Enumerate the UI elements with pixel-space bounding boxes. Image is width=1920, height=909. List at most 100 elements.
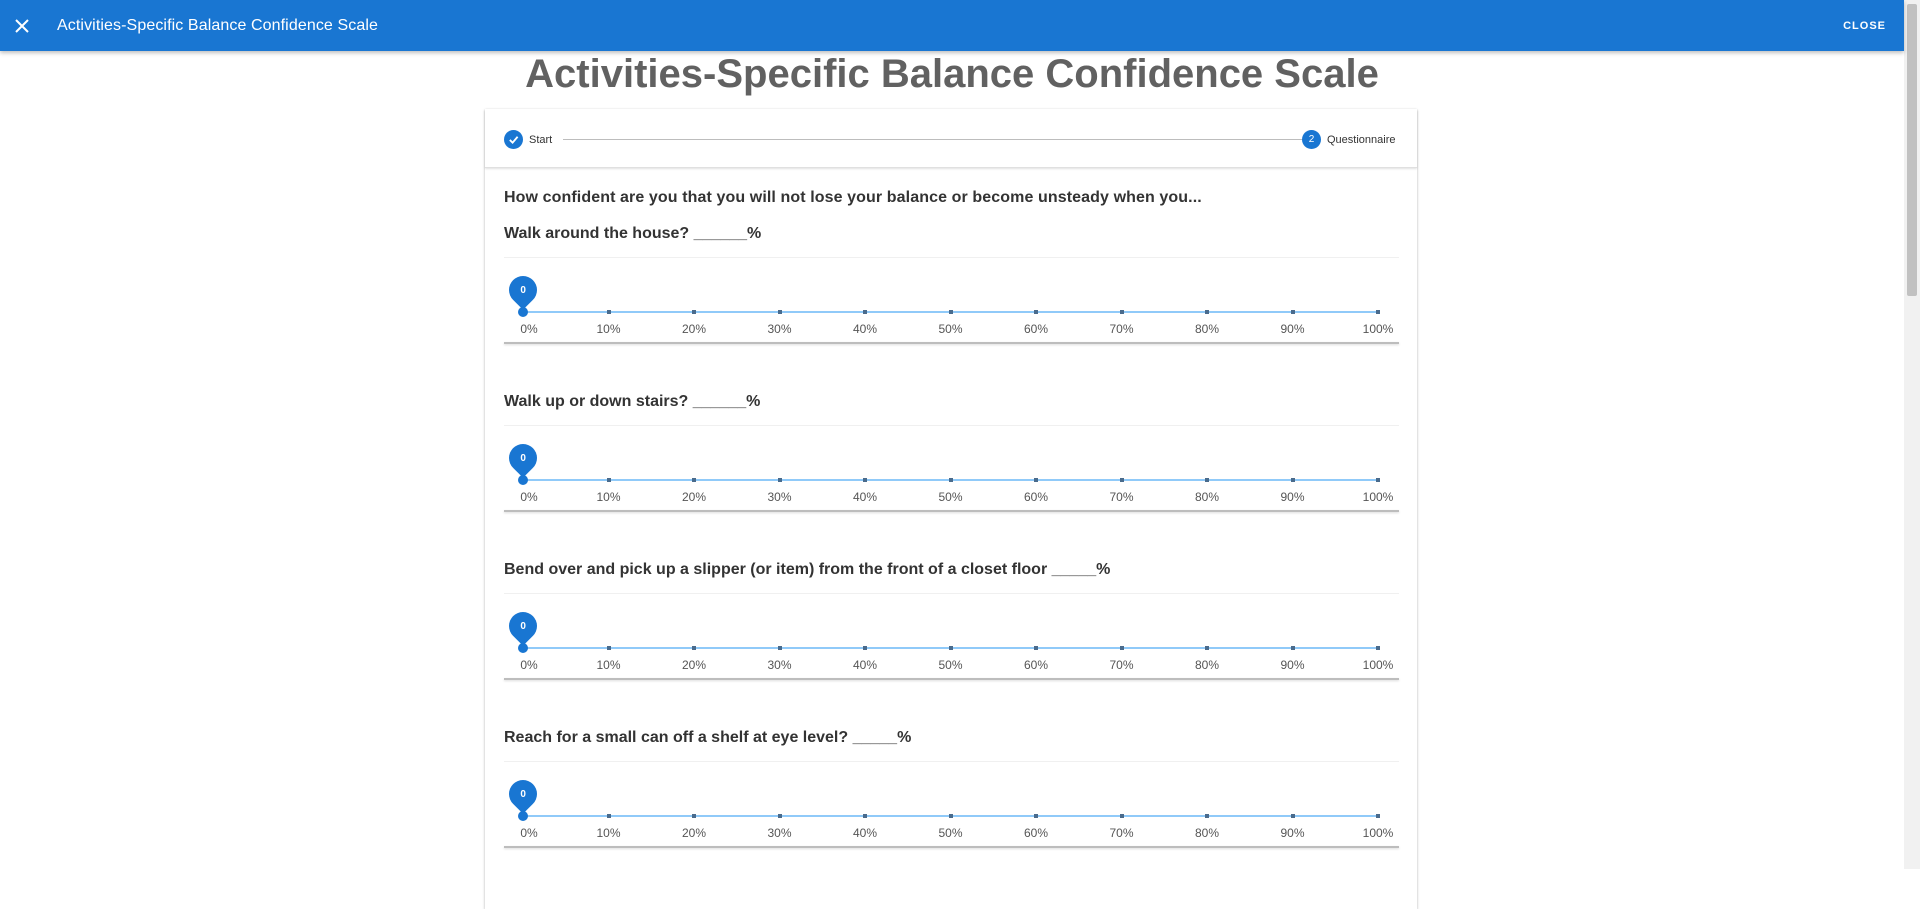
slider-mark <box>1290 646 1295 650</box>
slider-mark <box>948 310 953 314</box>
question-block: Walk around the house? ______% 0 0% 10% 20… <box>503 225 1399 375</box>
check-icon <box>504 130 523 149</box>
slider-thumb[interactable] <box>518 811 528 821</box>
slider-tick-label: 100% <box>1362 826 1394 840</box>
slider-tick-label: 10% <box>596 322 621 336</box>
question-label: Walk around the house? ______% <box>504 225 762 242</box>
slider-mark <box>1290 814 1295 818</box>
slider-mark <box>863 646 867 650</box>
slider-tick-label: 30% <box>767 826 792 840</box>
step-start-label: Start <box>529 133 553 146</box>
slider-mark <box>692 814 696 818</box>
slider-mark <box>1119 814 1124 818</box>
slider-mark <box>1376 646 1380 650</box>
question-label: Walk up or down stairs? ______% <box>504 393 761 410</box>
slider-mark <box>1376 310 1380 314</box>
slider-mark <box>1205 814 1209 818</box>
slider-tick-label: 50% <box>938 826 963 840</box>
confidence-slider[interactable]: 0 0% 10% 20% 30% 40% 50% 60% 70% 80% 90% 100% <box>503 270 1393 336</box>
slider-mark <box>863 478 867 482</box>
app-bar-title: Activities-Specific Balance Confidence S… <box>57 16 379 34</box>
slider-mark <box>1119 310 1124 314</box>
slider-tick-label: 80% <box>1194 658 1220 672</box>
step-connector <box>563 139 1303 140</box>
slider-mark <box>948 646 953 650</box>
slider-mark <box>692 646 696 650</box>
slider-mark <box>948 478 953 482</box>
slider-mark <box>606 646 611 650</box>
slider-mark <box>1205 478 1209 482</box>
slider-tick-label: 0% <box>520 658 538 672</box>
slider-thumb[interactable] <box>518 307 528 317</box>
slider-tick-label: 40% <box>852 322 878 336</box>
slider-tick-label: 90% <box>1280 826 1305 840</box>
slider-tick-label: 40% <box>852 490 878 504</box>
slider-mark <box>1205 646 1209 650</box>
slider-mark <box>606 310 611 314</box>
divider <box>504 425 1399 426</box>
slider-mark <box>692 478 696 482</box>
slider-mark <box>1034 814 1038 818</box>
slider-mark <box>1119 646 1124 650</box>
question-underline <box>504 342 1399 344</box>
close-button[interactable]: CLOSE <box>1843 19 1886 32</box>
question-label: Reach for a small can off a shelf at eye… <box>504 729 912 746</box>
slider-value-bubble: 0 <box>503 606 543 646</box>
divider <box>504 593 1399 594</box>
question-block: Reach for a small can off a shelf at eye… <box>503 729 1399 879</box>
stepper: Start 2 Questionnaire <box>485 109 1417 168</box>
slider-tick-label: 0% <box>520 490 538 504</box>
slider-value: 0 <box>520 284 526 296</box>
slider-mark <box>606 478 611 482</box>
slider-mark <box>1034 478 1038 482</box>
slider-thumb[interactable] <box>518 643 528 653</box>
slider-tick-label: 100% <box>1362 322 1394 336</box>
slider-value-bubble: 0 <box>503 774 543 814</box>
slider-mark <box>1034 646 1038 650</box>
slider-tick-label: 50% <box>938 322 963 336</box>
slider-tick-label: 20% <box>681 826 707 840</box>
step-questionnaire-label: Questionnaire <box>1327 133 1396 146</box>
slider-mark <box>948 814 953 818</box>
confidence-slider[interactable]: 0 0% 10% 20% 30% 40% 50% 60% 70% 80% 90% 100% <box>503 606 1393 672</box>
slider-tick-label: 30% <box>767 490 792 504</box>
slider-tick-label: 70% <box>1109 490 1134 504</box>
slider-tick-label: 80% <box>1194 826 1220 840</box>
slider-tick-label: 80% <box>1194 322 1220 336</box>
slider-tick-label: 30% <box>767 658 792 672</box>
questionnaire-card: Start 2 Questionnaire How confident are … <box>485 109 1417 909</box>
question-underline <box>504 510 1399 512</box>
slider-tick-label: 30% <box>767 322 792 336</box>
scrollbar[interactable] <box>1904 0 1920 869</box>
slider-tick-label: 20% <box>681 490 707 504</box>
slider-tick-label: 40% <box>852 658 878 672</box>
slider-tick-label: 60% <box>1023 322 1049 336</box>
scrollbar-thumb[interactable] <box>1907 4 1917 296</box>
slider-tick-label: 90% <box>1280 658 1305 672</box>
slider-mark <box>777 646 782 650</box>
divider <box>504 761 1399 762</box>
slider-value: 0 <box>520 620 526 632</box>
slider-mark <box>777 310 782 314</box>
slider-tick-label: 100% <box>1362 658 1394 672</box>
question-block: Walk up or down stairs? ______% 0 0% 10% 2… <box>503 393 1399 543</box>
slider-mark <box>1376 478 1380 482</box>
question-underline <box>504 846 1399 848</box>
question-underline <box>504 678 1399 680</box>
slider-tick-label: 70% <box>1109 658 1134 672</box>
slider-mark <box>1205 310 1209 314</box>
slider-mark <box>1034 310 1038 314</box>
step-number-badge: 2 <box>1302 130 1321 149</box>
slider-value: 0 <box>520 452 526 464</box>
slider-tick-label: 70% <box>1109 322 1134 336</box>
confidence-slider[interactable]: 0 0% 10% 20% 30% 40% 50% 60% 70% 80% 90% 100% <box>503 438 1393 504</box>
slider-mark <box>777 814 782 818</box>
slider-tick-label: 70% <box>1109 826 1134 840</box>
confidence-slider[interactable]: 0 0% 10% 20% 30% 40% 50% 60% 70% 80% 90% 100% <box>503 774 1393 840</box>
question-label: Bend over and pick up a slipper (or item… <box>504 561 1111 578</box>
slider-thumb[interactable] <box>518 475 528 485</box>
close-icon[interactable] <box>0 0 44 51</box>
slider-tick-label: 90% <box>1280 490 1305 504</box>
question-block: Bend over and pick up a slipper (or item… <box>503 561 1399 711</box>
slider-tick-label: 60% <box>1023 658 1049 672</box>
